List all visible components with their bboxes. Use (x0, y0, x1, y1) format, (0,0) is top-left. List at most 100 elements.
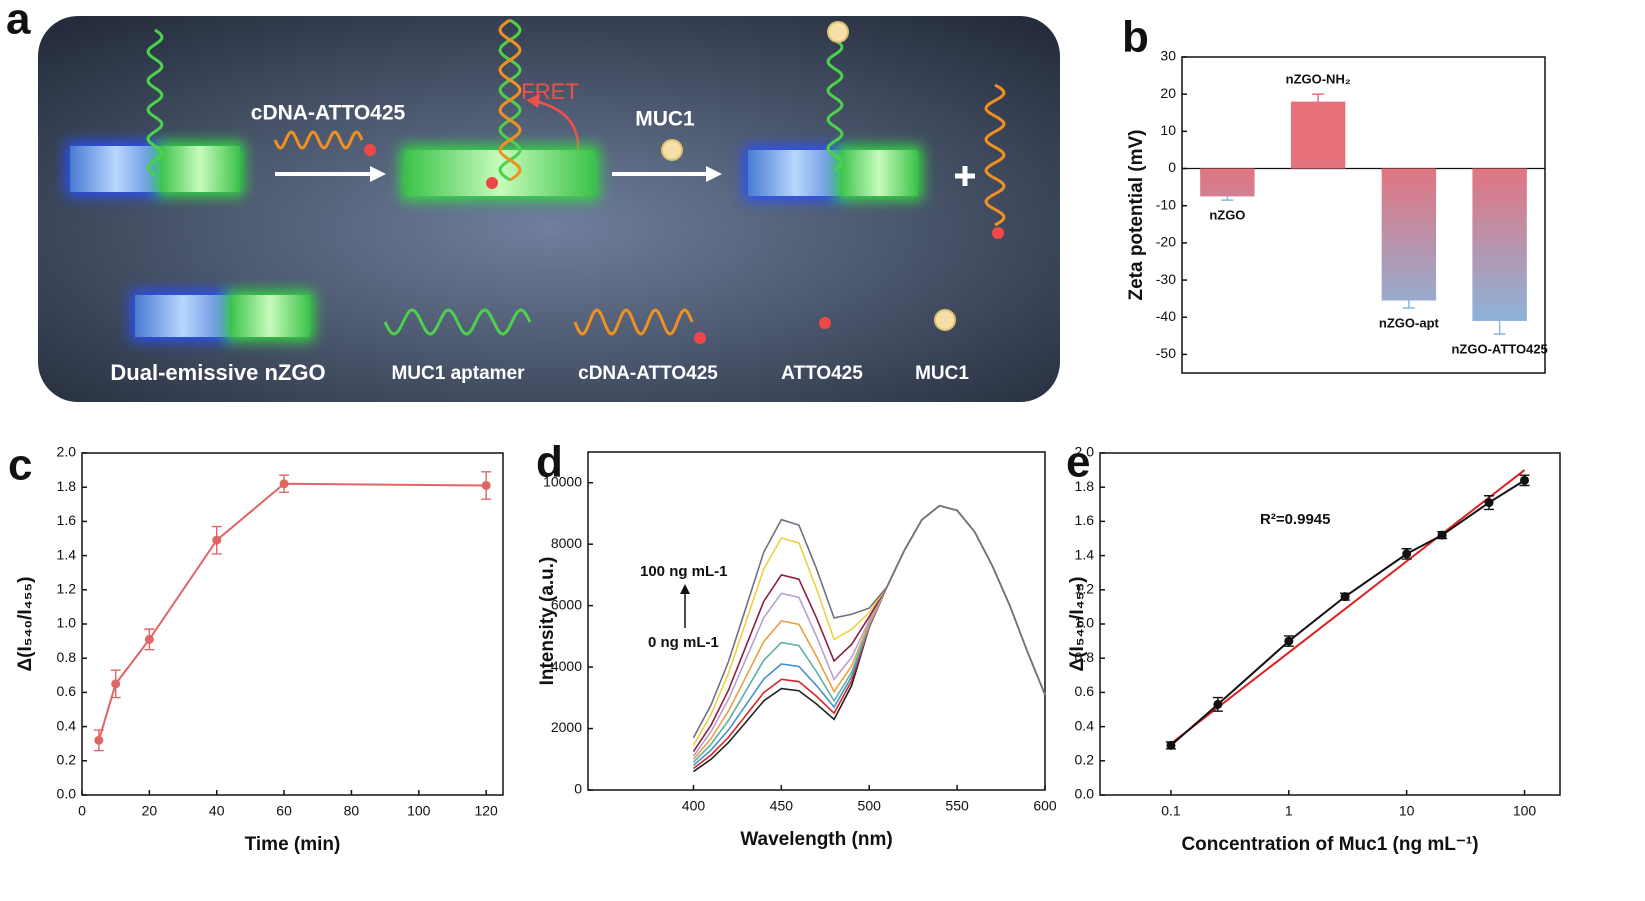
fit-line (1170, 469, 1526, 745)
data-point (1520, 475, 1530, 485)
data-point (111, 679, 121, 689)
category-label: nZGO (1209, 208, 1245, 223)
y-tick-label: 8000 (551, 535, 582, 551)
strand (498, 18, 522, 182)
y-tick-label: 1.0 (1075, 615, 1095, 631)
dye-dot (819, 317, 831, 329)
y-tick-label: -30 (1156, 271, 1176, 287)
y-tick-label: 0 (1168, 159, 1176, 175)
x-tick-label: 80 (344, 803, 360, 819)
data-point (94, 735, 104, 745)
x-tick-label: 10 (1399, 803, 1415, 819)
x-tick-label: 20 (142, 803, 158, 819)
panel-label: e (1066, 438, 1090, 487)
error-bar (1221, 196, 1234, 201)
y-tick-label: 1.8 (1075, 478, 1095, 494)
panel-label: b (1122, 13, 1149, 62)
y-tick-label: -10 (1156, 196, 1176, 212)
x-axis-label: Time (min) (245, 834, 341, 855)
data-point (144, 634, 154, 644)
legend-label: ATTO425 (781, 363, 863, 384)
data-point (1166, 740, 1176, 750)
rod (70, 146, 162, 192)
y-tick-label: 4000 (551, 658, 582, 674)
annotation-arrowhead (680, 584, 690, 594)
arrows (275, 166, 722, 182)
y-tick-label: 10000 (543, 473, 582, 489)
rod (840, 150, 918, 196)
rod (135, 295, 230, 337)
strand (273, 130, 364, 150)
y-tick-label: 10 (1160, 122, 1176, 138)
strand (573, 308, 694, 336)
series-line (693, 504, 1046, 773)
y-tick-label: 1.2 (1075, 581, 1095, 597)
y-tick-label: 1.8 (57, 478, 77, 494)
x-tick-label: 400 (682, 798, 706, 814)
protein (934, 309, 956, 331)
y-tick-label: 1.0 (57, 615, 77, 631)
y-tick-label: 0.8 (57, 649, 77, 665)
y-tick-label: 0.8 (1075, 649, 1095, 665)
y-tick-label: 2.0 (57, 444, 77, 460)
dye-dot (694, 332, 706, 344)
y-tick-label: 2.0 (1075, 444, 1095, 460)
bar (1200, 168, 1255, 197)
data-point (1402, 549, 1412, 559)
y-tick-label: 0 (574, 781, 582, 797)
panel-label: c (8, 441, 32, 490)
bar (1290, 101, 1346, 169)
series-line (1170, 479, 1526, 747)
y-tick-label: 1.4 (1075, 546, 1095, 562)
y-axis-label: Intensity (a.u.) (537, 557, 558, 686)
fret-arrow (529, 98, 580, 151)
error-bar (1312, 93, 1325, 102)
x-tick-label: 500 (858, 798, 882, 814)
data-point (1213, 699, 1223, 709)
x-tick-label: 450 (770, 798, 794, 814)
y-tick-label: 1.6 (1075, 512, 1095, 528)
category-label: nZGO-ATTO425 (1451, 341, 1547, 356)
strand (826, 38, 844, 172)
x-tick-label: 1 (1285, 803, 1293, 819)
y-tick-label: 30 (1160, 48, 1176, 64)
y-axis-label: Δ(I₅₄₀/I₄₅₅) (1067, 577, 1088, 672)
legend-label: MUC1 aptamer (391, 363, 525, 384)
plot-frame (587, 451, 1046, 791)
category-label: nZGO-NH₂ (1286, 72, 1351, 87)
strand (984, 83, 1006, 227)
data-point (212, 535, 222, 545)
y-tick-label: 20 (1160, 85, 1176, 101)
panel-label: a (6, 0, 31, 44)
x-tick-label: 600 (1033, 798, 1057, 814)
x-axis-label: Wavelength (nm) (740, 829, 892, 850)
annotation: 0 ng mL-1 (648, 634, 719, 651)
legend-label: Dual-emissive nZGO (110, 360, 325, 385)
error-bar (1493, 320, 1506, 335)
y-tick-label: 0.4 (57, 717, 77, 733)
rod (230, 295, 310, 337)
x-tick-label: 0.1 (1161, 803, 1181, 819)
data-point (1284, 636, 1294, 646)
annotation: R²=0.9945 (1260, 511, 1330, 528)
y-tick-label: 0.2 (57, 752, 77, 768)
rod (160, 146, 240, 192)
category-label: nZGO-apt (1379, 315, 1440, 330)
y-tick-label: 6000 (551, 596, 582, 612)
legend-label: MUC1 (915, 363, 969, 384)
rod (748, 150, 842, 196)
series-line (97, 482, 487, 741)
y-tick-label: 0.6 (57, 683, 77, 699)
data-point (1340, 592, 1350, 602)
y-tick-label: -40 (1156, 308, 1176, 324)
y-axis-label: Δ(I₅₄₀/I₄₅₅) (15, 577, 36, 672)
series-line (692, 504, 1046, 770)
annotation: 100 ng mL-1 (640, 563, 728, 580)
plot-frame (1181, 56, 1546, 374)
protein (661, 139, 683, 161)
y-tick-label: 0.2 (1075, 752, 1095, 768)
series-line (692, 504, 1046, 757)
x-tick-label: 40 (209, 803, 225, 819)
series-line (692, 504, 1046, 767)
